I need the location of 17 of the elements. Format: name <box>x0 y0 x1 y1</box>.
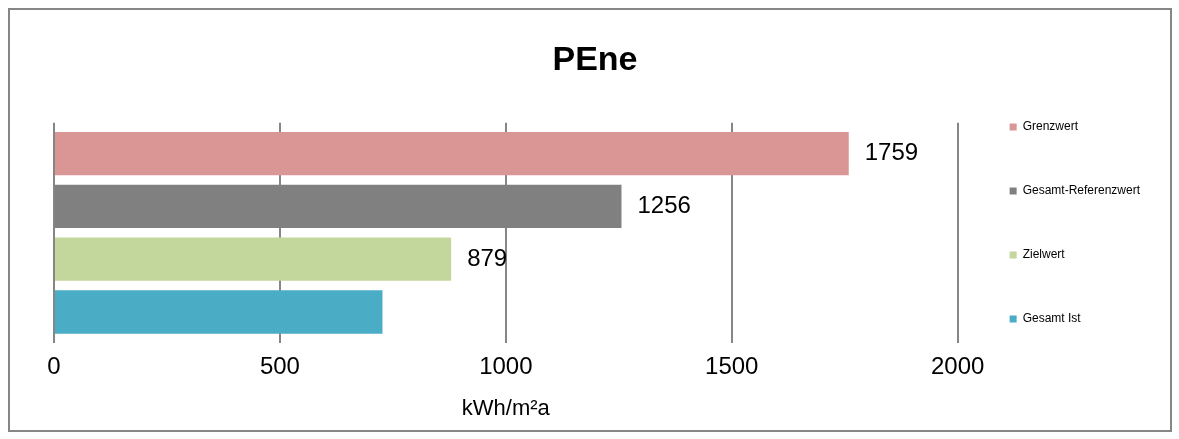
chart-title: PEne <box>552 38 638 77</box>
data-label: 879 <box>467 243 508 271</box>
legend-label: Gesamt-Referenzwert <box>1022 183 1141 198</box>
data-label: 1256 <box>637 191 691 219</box>
x-tick-label: 1000 <box>479 351 533 379</box>
bar <box>55 131 849 176</box>
bar <box>55 237 452 281</box>
x-tick-label: 500 <box>259 351 300 379</box>
x-tick-label: 2000 <box>930 351 985 379</box>
x-tick-label: 1500 <box>705 351 759 379</box>
x-axis-title: kWh/m²a <box>461 394 551 420</box>
legend-label: Zielwert <box>1022 247 1066 262</box>
legend-label: Gesamt Ist <box>1022 311 1082 326</box>
bar <box>55 290 383 334</box>
data-label: 1759 <box>864 138 919 166</box>
legend-label: Grenzwert <box>1022 119 1079 134</box>
x-tick-label: 0 <box>47 351 61 379</box>
